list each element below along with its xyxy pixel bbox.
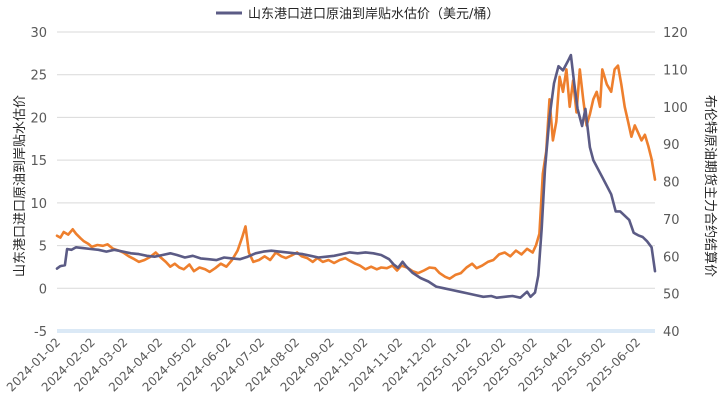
right-tick-label: 80 (663, 176, 680, 191)
left-tick-label: 15 (30, 154, 47, 169)
gridlines (57, 31, 655, 333)
left-tick-label: 0 (39, 282, 47, 297)
right-tick-label: 90 (663, 138, 680, 153)
left-tick-label: -5 (34, 325, 47, 340)
legend: 山东港口进口原油到岸贴水估价（美元/桶） (216, 7, 499, 22)
x-axis-tick-labels: 2024-01-022024-02-022024-03-022024-04-02… (4, 335, 643, 394)
left-axis-title: 山东港口进口原油到岸贴水估价 (13, 95, 28, 277)
left-axis-tick-labels: -5 0 5 10 15 20 25 30 (30, 26, 47, 340)
right-tick-label: 110 (663, 63, 688, 78)
left-tick-label: 5 (39, 240, 47, 255)
left-tick-label: 25 (30, 69, 47, 84)
legend-label-premium: 山东港口进口原油到岸贴水估价（美元/桶） (248, 7, 499, 22)
right-tick-label: 100 (663, 101, 688, 116)
right-tick-label: 60 (663, 250, 680, 265)
right-tick-label: 70 (663, 213, 680, 228)
left-tick-label: 30 (30, 26, 47, 41)
series-lines (55, 53, 657, 299)
right-tick-label: 120 (663, 26, 688, 41)
right-tick-label: 50 (663, 288, 680, 303)
right-tick-label: 40 (663, 325, 680, 340)
left-tick-label: 10 (30, 197, 47, 212)
left-tick-label: 20 (30, 111, 47, 126)
series-line-premium (55, 53, 657, 299)
right-axis-title: 布伦特原油期货主力合约结算价 (702, 95, 718, 277)
series-line-brent (55, 64, 657, 280)
right-axis-tick-labels: 40 50 60 70 80 90 100 110 120 (663, 26, 688, 340)
